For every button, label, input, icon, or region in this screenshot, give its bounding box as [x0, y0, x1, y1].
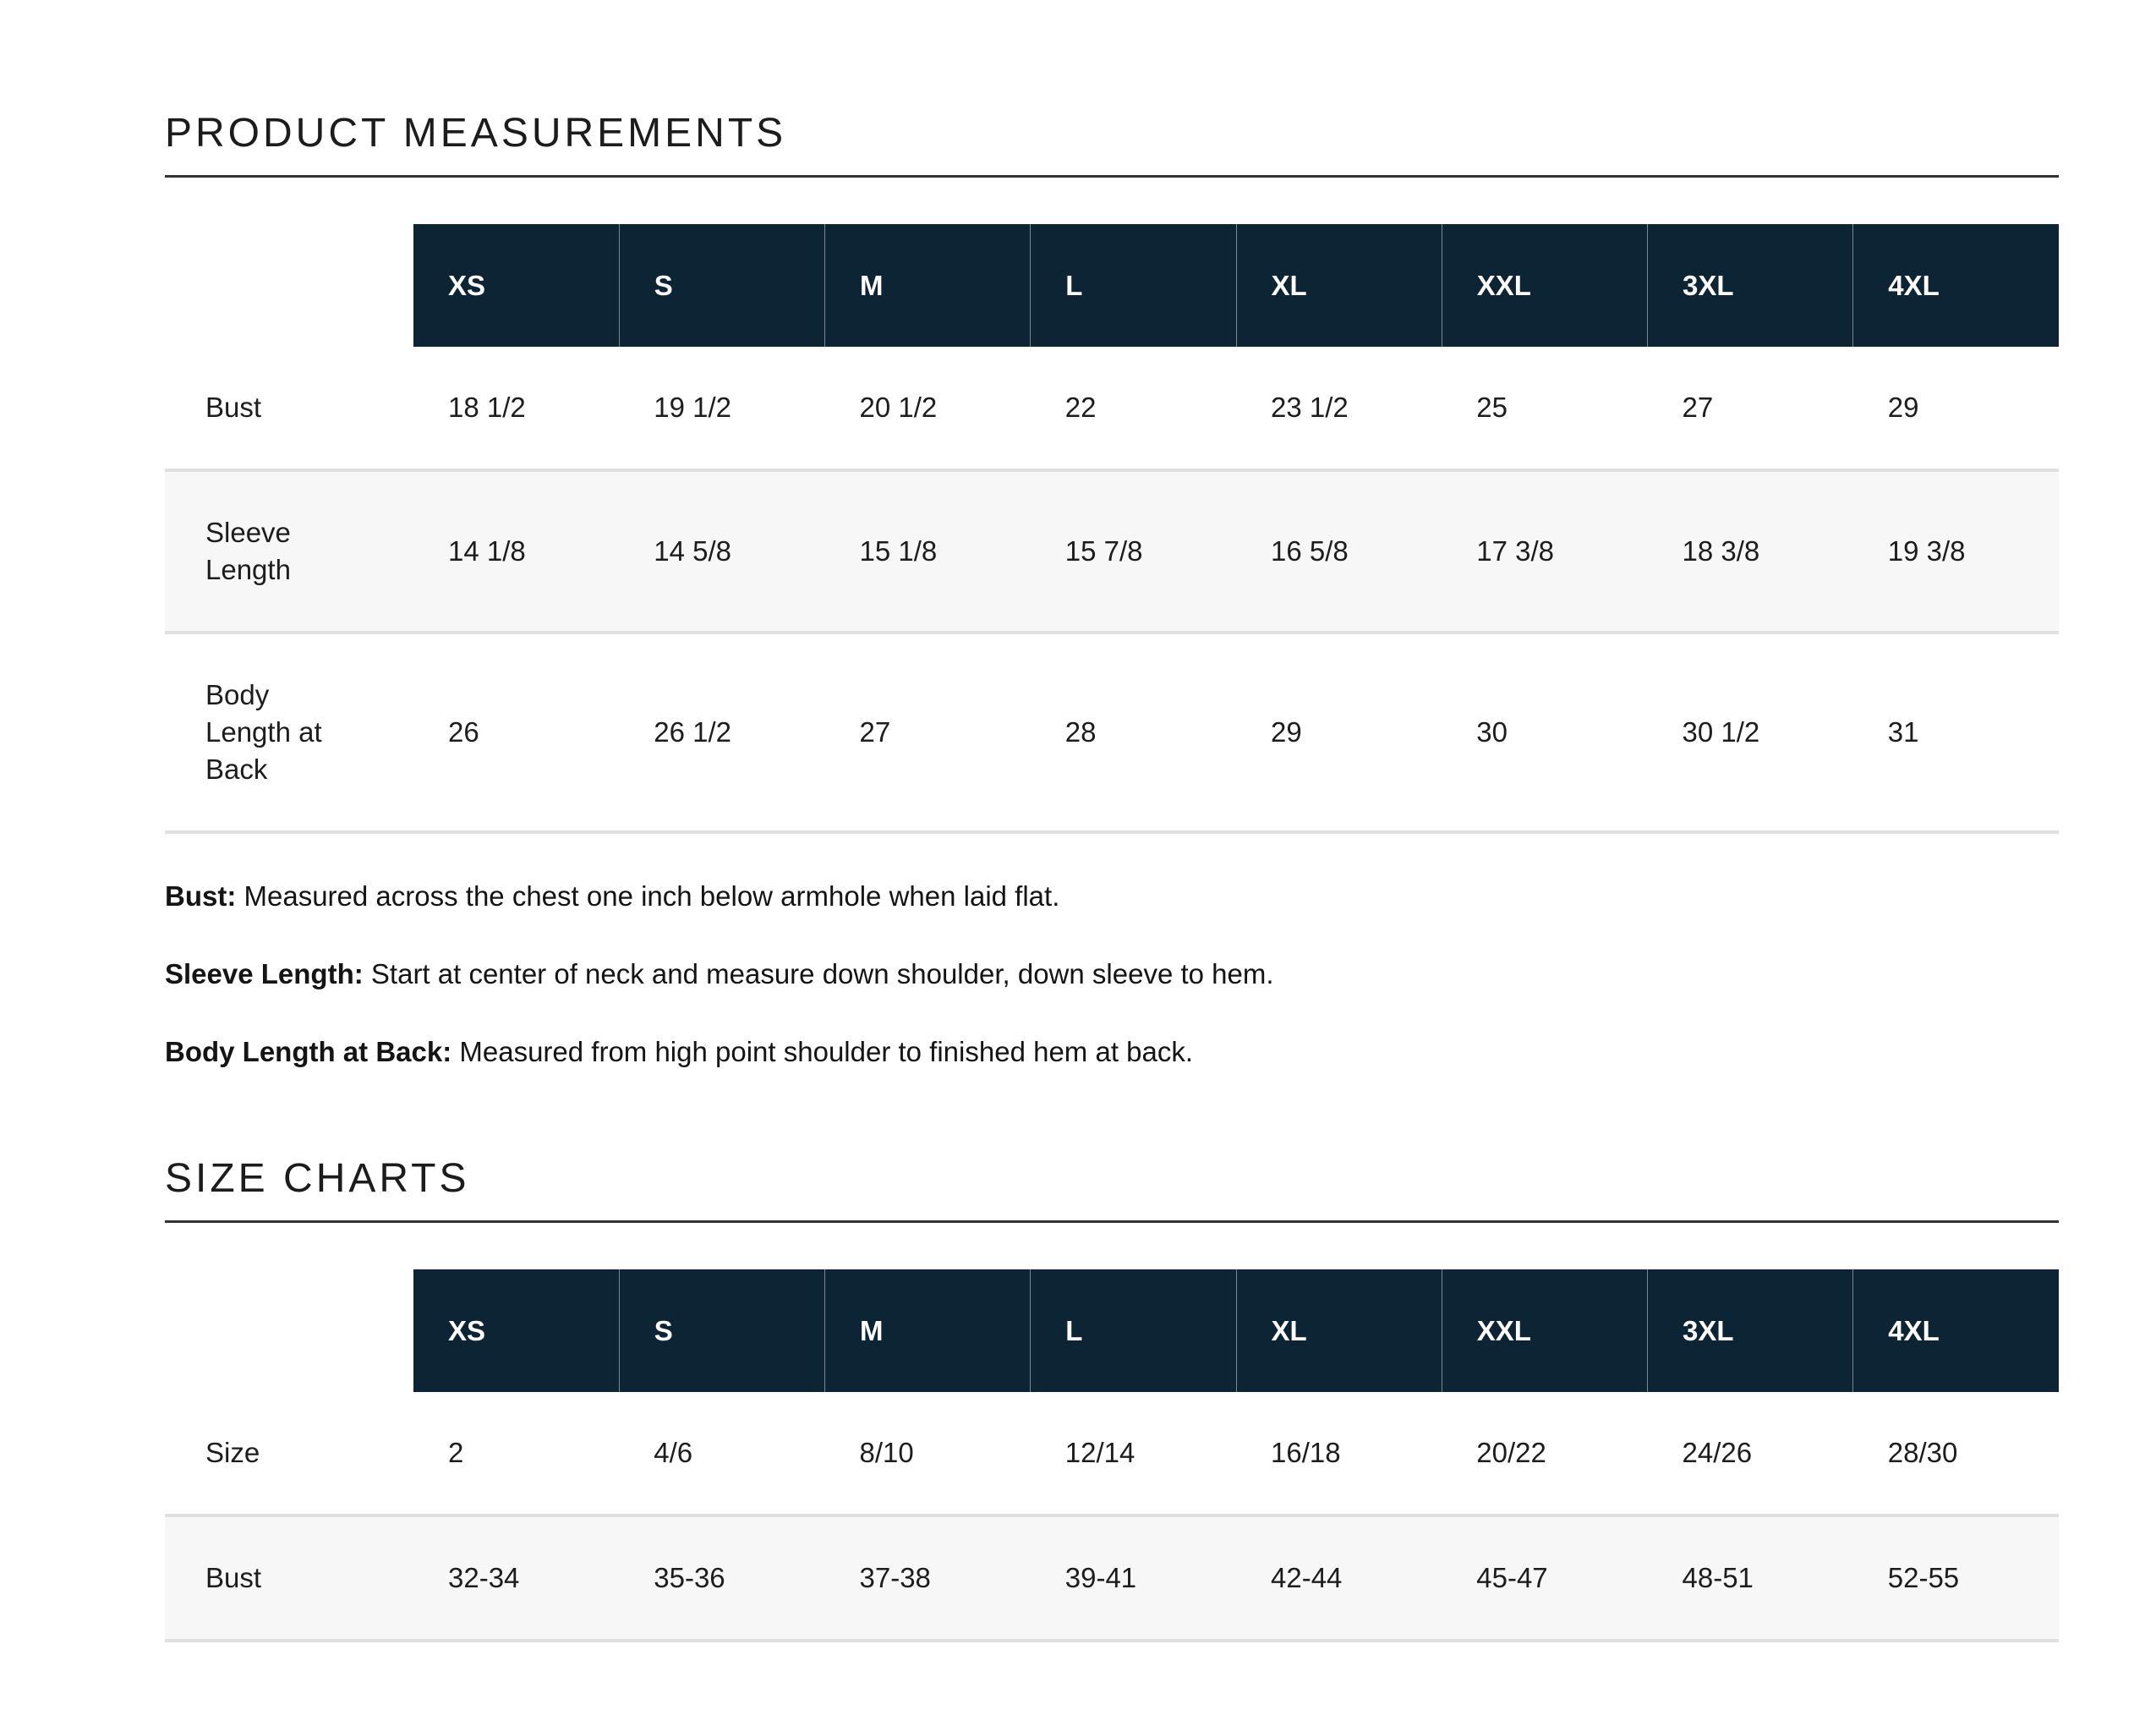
size-header-cell: XXL [1441, 1269, 1648, 1392]
measurement-value: 20 1/2 [859, 392, 938, 423]
size-chart-value: 2 [448, 1437, 464, 1468]
size-header-row: XS S M L XL XXL 3XL 4XL [165, 224, 2059, 347]
size-chart-value: 52-55 [1887, 1562, 1960, 1593]
note-term: Bust: [165, 880, 237, 912]
size-header-cell: 4XL [1852, 224, 2059, 347]
size-chart-value: 4/6 [654, 1437, 693, 1468]
size-header-cell: M [824, 1269, 1031, 1392]
measurement-row-sleeve-length: Sleeve Length 14 1/8 14 5/8 15 1/8 15 7/… [165, 470, 2059, 633]
product-measurements-heading: PRODUCT MEASUREMENTS [165, 110, 2059, 178]
size-chart-label: Size [205, 1437, 260, 1468]
measurement-value: 29 [1887, 392, 1919, 423]
note-text: Start at center of neck and measure down… [370, 958, 1274, 989]
size-chart-value: 28/30 [1887, 1437, 1958, 1468]
size-chart-value: 48-51 [1682, 1562, 1754, 1593]
size-header-cell: S [618, 224, 825, 347]
size-chart-value: 42-44 [1271, 1562, 1343, 1593]
size-chart-value: 8/10 [859, 1437, 914, 1468]
note-term: Sleeve Length: [165, 958, 364, 989]
measurement-value: 15 7/8 [1064, 535, 1143, 567]
size-header-cell: M [824, 224, 1031, 347]
measurement-label: Body Length at Back [205, 679, 322, 785]
size-charts-table: XS S M L XL XXL 3XL 4XL Size 2 4/6 8/10 … [165, 1269, 2059, 1642]
product-measurements-table: XS S M L XL XXL 3XL 4XL Bust 18 1/2 19 1… [165, 224, 2059, 834]
measurement-value: 14 5/8 [654, 535, 731, 567]
measurement-value: 29 [1271, 716, 1302, 748]
size-chart-value: 39-41 [1064, 1562, 1137, 1593]
size-chart-value: 16/18 [1271, 1437, 1341, 1468]
size-chart-value: 24/26 [1682, 1437, 1753, 1468]
size-chart-value: 35-36 [654, 1562, 725, 1593]
note-body-length-at-back: Body Length at Back: Measured from high … [165, 1033, 2059, 1071]
note-sleeve-length: Sleeve Length: Start at center of neck a… [165, 956, 2059, 993]
measurement-value: 26 1/2 [654, 716, 731, 748]
size-header-cell: L [1030, 224, 1236, 347]
size-charts-heading: SIZE CHARTS [165, 1155, 2059, 1223]
size-header-cell: S [618, 1269, 825, 1392]
size-chart-label: Bust [205, 1562, 262, 1593]
size-header-cell: XXL [1441, 224, 1648, 347]
note-term: Body Length at Back: [165, 1036, 452, 1067]
measurement-value: 27 [859, 716, 891, 748]
size-chart-row-bust: Bust 32-34 35-36 37-38 39-41 42-44 45-47… [165, 1515, 2059, 1641]
measurement-value: 22 [1064, 392, 1097, 423]
measurement-value: 25 [1476, 392, 1508, 423]
empty-corner-cell [165, 1269, 413, 1392]
size-header-cell: XL [1235, 224, 1442, 347]
measurement-notes: Bust: Measured across the chest one inch… [165, 878, 2059, 1071]
product-measurements-section: PRODUCT MEASUREMENTS XS S M L XL XXL 3XL… [165, 110, 2059, 1071]
measurement-label: Sleeve Length [205, 517, 291, 585]
size-header-cell: 3XL [1646, 1269, 1853, 1392]
measurement-value: 19 3/8 [1887, 535, 1966, 567]
measurement-row-body-length-at-back: Body Length at Back 26 26 1/2 27 28 29 3… [165, 633, 2059, 832]
size-header-cell: 3XL [1646, 224, 1853, 347]
measurement-value: 30 [1476, 716, 1508, 748]
size-chart-value: 20/22 [1476, 1437, 1546, 1468]
note-bust: Bust: Measured across the chest one inch… [165, 878, 2059, 915]
size-chart-row-size: Size 2 4/6 8/10 12/14 16/18 20/22 24/26 … [165, 1392, 2059, 1515]
measurement-value: 30 1/2 [1682, 716, 1760, 748]
size-header-cell: L [1030, 1269, 1236, 1392]
size-chart-value: 37-38 [859, 1562, 931, 1593]
measurement-value: 31 [1887, 716, 1919, 748]
measurement-value: 26 [448, 716, 479, 748]
measurement-value: 23 1/2 [1271, 392, 1349, 423]
size-header-cell: 4XL [1852, 1269, 2059, 1392]
size-chart-value: 45-47 [1476, 1562, 1548, 1593]
measurement-label: Bust [205, 392, 262, 423]
measurement-value: 16 5/8 [1271, 535, 1349, 567]
size-header-cell: XS [413, 1269, 620, 1392]
measurement-value: 28 [1064, 716, 1097, 748]
size-header-cell: XS [413, 224, 620, 347]
measurement-value: 18 1/2 [448, 392, 526, 423]
measurement-value: 19 1/2 [654, 392, 731, 423]
measurement-value: 17 3/8 [1476, 535, 1554, 567]
size-chart-value: 12/14 [1064, 1437, 1135, 1468]
size-charts-section: SIZE CHARTS XS S M L XL XXL 3XL 4XL Si [165, 1155, 2059, 1642]
size-header-row: XS S M L XL XXL 3XL 4XL [165, 1269, 2059, 1392]
measurement-value: 14 1/8 [448, 535, 526, 567]
measurement-row-bust: Bust 18 1/2 19 1/2 20 1/2 22 23 1/2 25 2… [165, 347, 2059, 470]
measurement-value: 15 1/8 [859, 535, 938, 567]
empty-corner-cell [165, 224, 413, 347]
measurement-value: 18 3/8 [1682, 535, 1760, 567]
measurement-value: 27 [1682, 392, 1714, 423]
size-header-cell: XL [1235, 1269, 1442, 1392]
note-text: Measured across the chest one inch below… [244, 880, 1060, 912]
size-chart-value: 32-34 [448, 1562, 520, 1593]
note-text: Measured from high point shoulder to fin… [459, 1036, 1194, 1067]
